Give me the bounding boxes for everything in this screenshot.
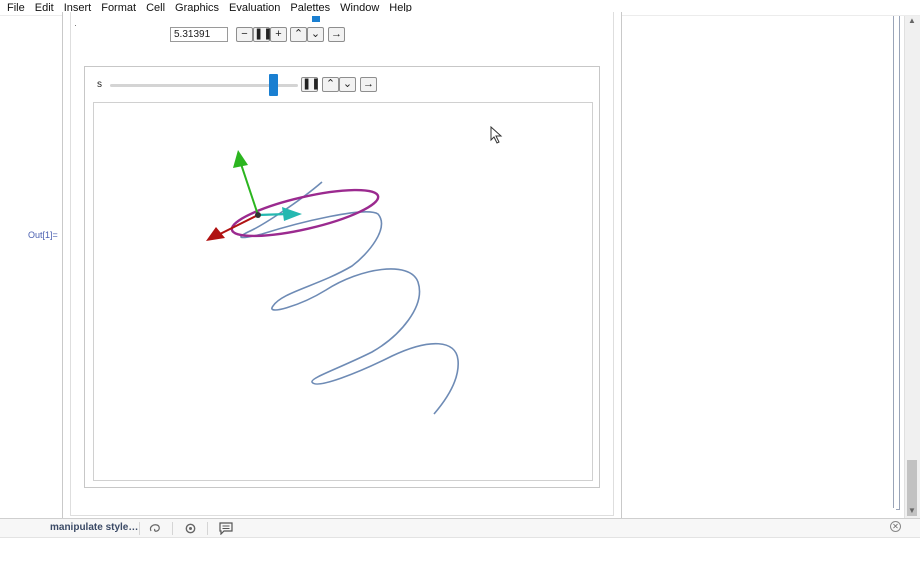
helix-graphic[interactable] — [0, 16, 904, 518]
menu-cell[interactable]: Cell — [146, 1, 166, 14]
direction-button[interactable]: → — [328, 27, 345, 42]
menu-graphics[interactable]: Graphics — [175, 1, 220, 14]
pause-button[interactable]: ❚❚ — [253, 27, 273, 42]
frame-point — [255, 212, 261, 218]
vertical-scrollbar[interactable] — [904, 16, 920, 518]
collapsed-indicator: · — [74, 20, 77, 30]
faster-button[interactable]: ⌃ — [290, 27, 307, 42]
slider-pause-button[interactable]: ❚❚ — [301, 77, 321, 92]
settings-icon[interactable] — [184, 522, 197, 535]
cell-bracket-inner[interactable] — [890, 16, 894, 508]
scroll-down-icon[interactable]: ▼ — [908, 506, 916, 515]
step-forward-button[interactable]: + — [270, 27, 287, 42]
slider-label: s — [97, 79, 102, 90]
separator — [207, 522, 208, 535]
menu-insert[interactable]: Insert — [63, 1, 92, 14]
close-icon[interactable]: ✕ — [890, 521, 901, 532]
normal-arrow-shaft — [240, 163, 259, 216]
s-slider-track[interactable] — [110, 84, 298, 87]
plot-frame — [93, 102, 593, 481]
spiral-icon[interactable] — [148, 522, 162, 535]
step-back-button[interactable]: − — [236, 27, 253, 42]
slower-button[interactable]: ⌄ — [307, 27, 324, 42]
binormal-arrow-head — [206, 227, 225, 241]
value-field[interactable]: 5.31391 — [170, 27, 228, 42]
menu-palettes[interactable]: Palettes — [290, 1, 331, 14]
menu-file[interactable]: File — [7, 1, 25, 14]
menu-format[interactable]: Format — [101, 1, 137, 14]
menu-edit[interactable]: Edit — [34, 1, 54, 14]
notebook-area: · 5.31391 − ❚❚ + ⌃ ⌄ → s ❚❚ ⌃ ⌄ → Out[1]… — [0, 12, 920, 526]
s-slider-thumb[interactable] — [269, 74, 279, 96]
suggestions-bar: manipulate style… ✕ — [0, 518, 920, 580]
comment-icon[interactable] — [219, 522, 233, 535]
osculating-ellipse — [230, 188, 380, 238]
slider-faster-button[interactable]: ⌃ — [322, 77, 339, 92]
mouse-cursor-icon — [490, 126, 503, 144]
output-label: Out[1]= — [28, 230, 58, 240]
menu-help[interactable]: Help — [389, 1, 412, 14]
menu-window[interactable]: Window — [340, 1, 380, 14]
cell-bracket-outer[interactable] — [896, 16, 900, 510]
top-slider-handle[interactable] — [312, 16, 320, 22]
scrollbar-thumb[interactable] — [907, 460, 917, 516]
slider-slower-button[interactable]: ⌄ — [339, 77, 356, 92]
separator — [139, 522, 140, 535]
helix-curve — [240, 181, 459, 415]
slider-direction-button[interactable]: → — [360, 77, 377, 92]
manipulate-style-suggestion[interactable]: manipulate style… — [50, 522, 139, 533]
normal-arrow-head — [233, 150, 248, 168]
menu-evaluation[interactable]: Evaluation — [229, 1, 281, 14]
separator — [172, 522, 173, 535]
tangent-arrow-head — [282, 207, 302, 221]
binormal-arrow-shaft — [219, 214, 259, 235]
tangent-arrow-shaft — [257, 212, 289, 217]
suggestions-strip — [0, 519, 920, 538]
scroll-up-icon[interactable]: ▲ — [908, 16, 916, 25]
